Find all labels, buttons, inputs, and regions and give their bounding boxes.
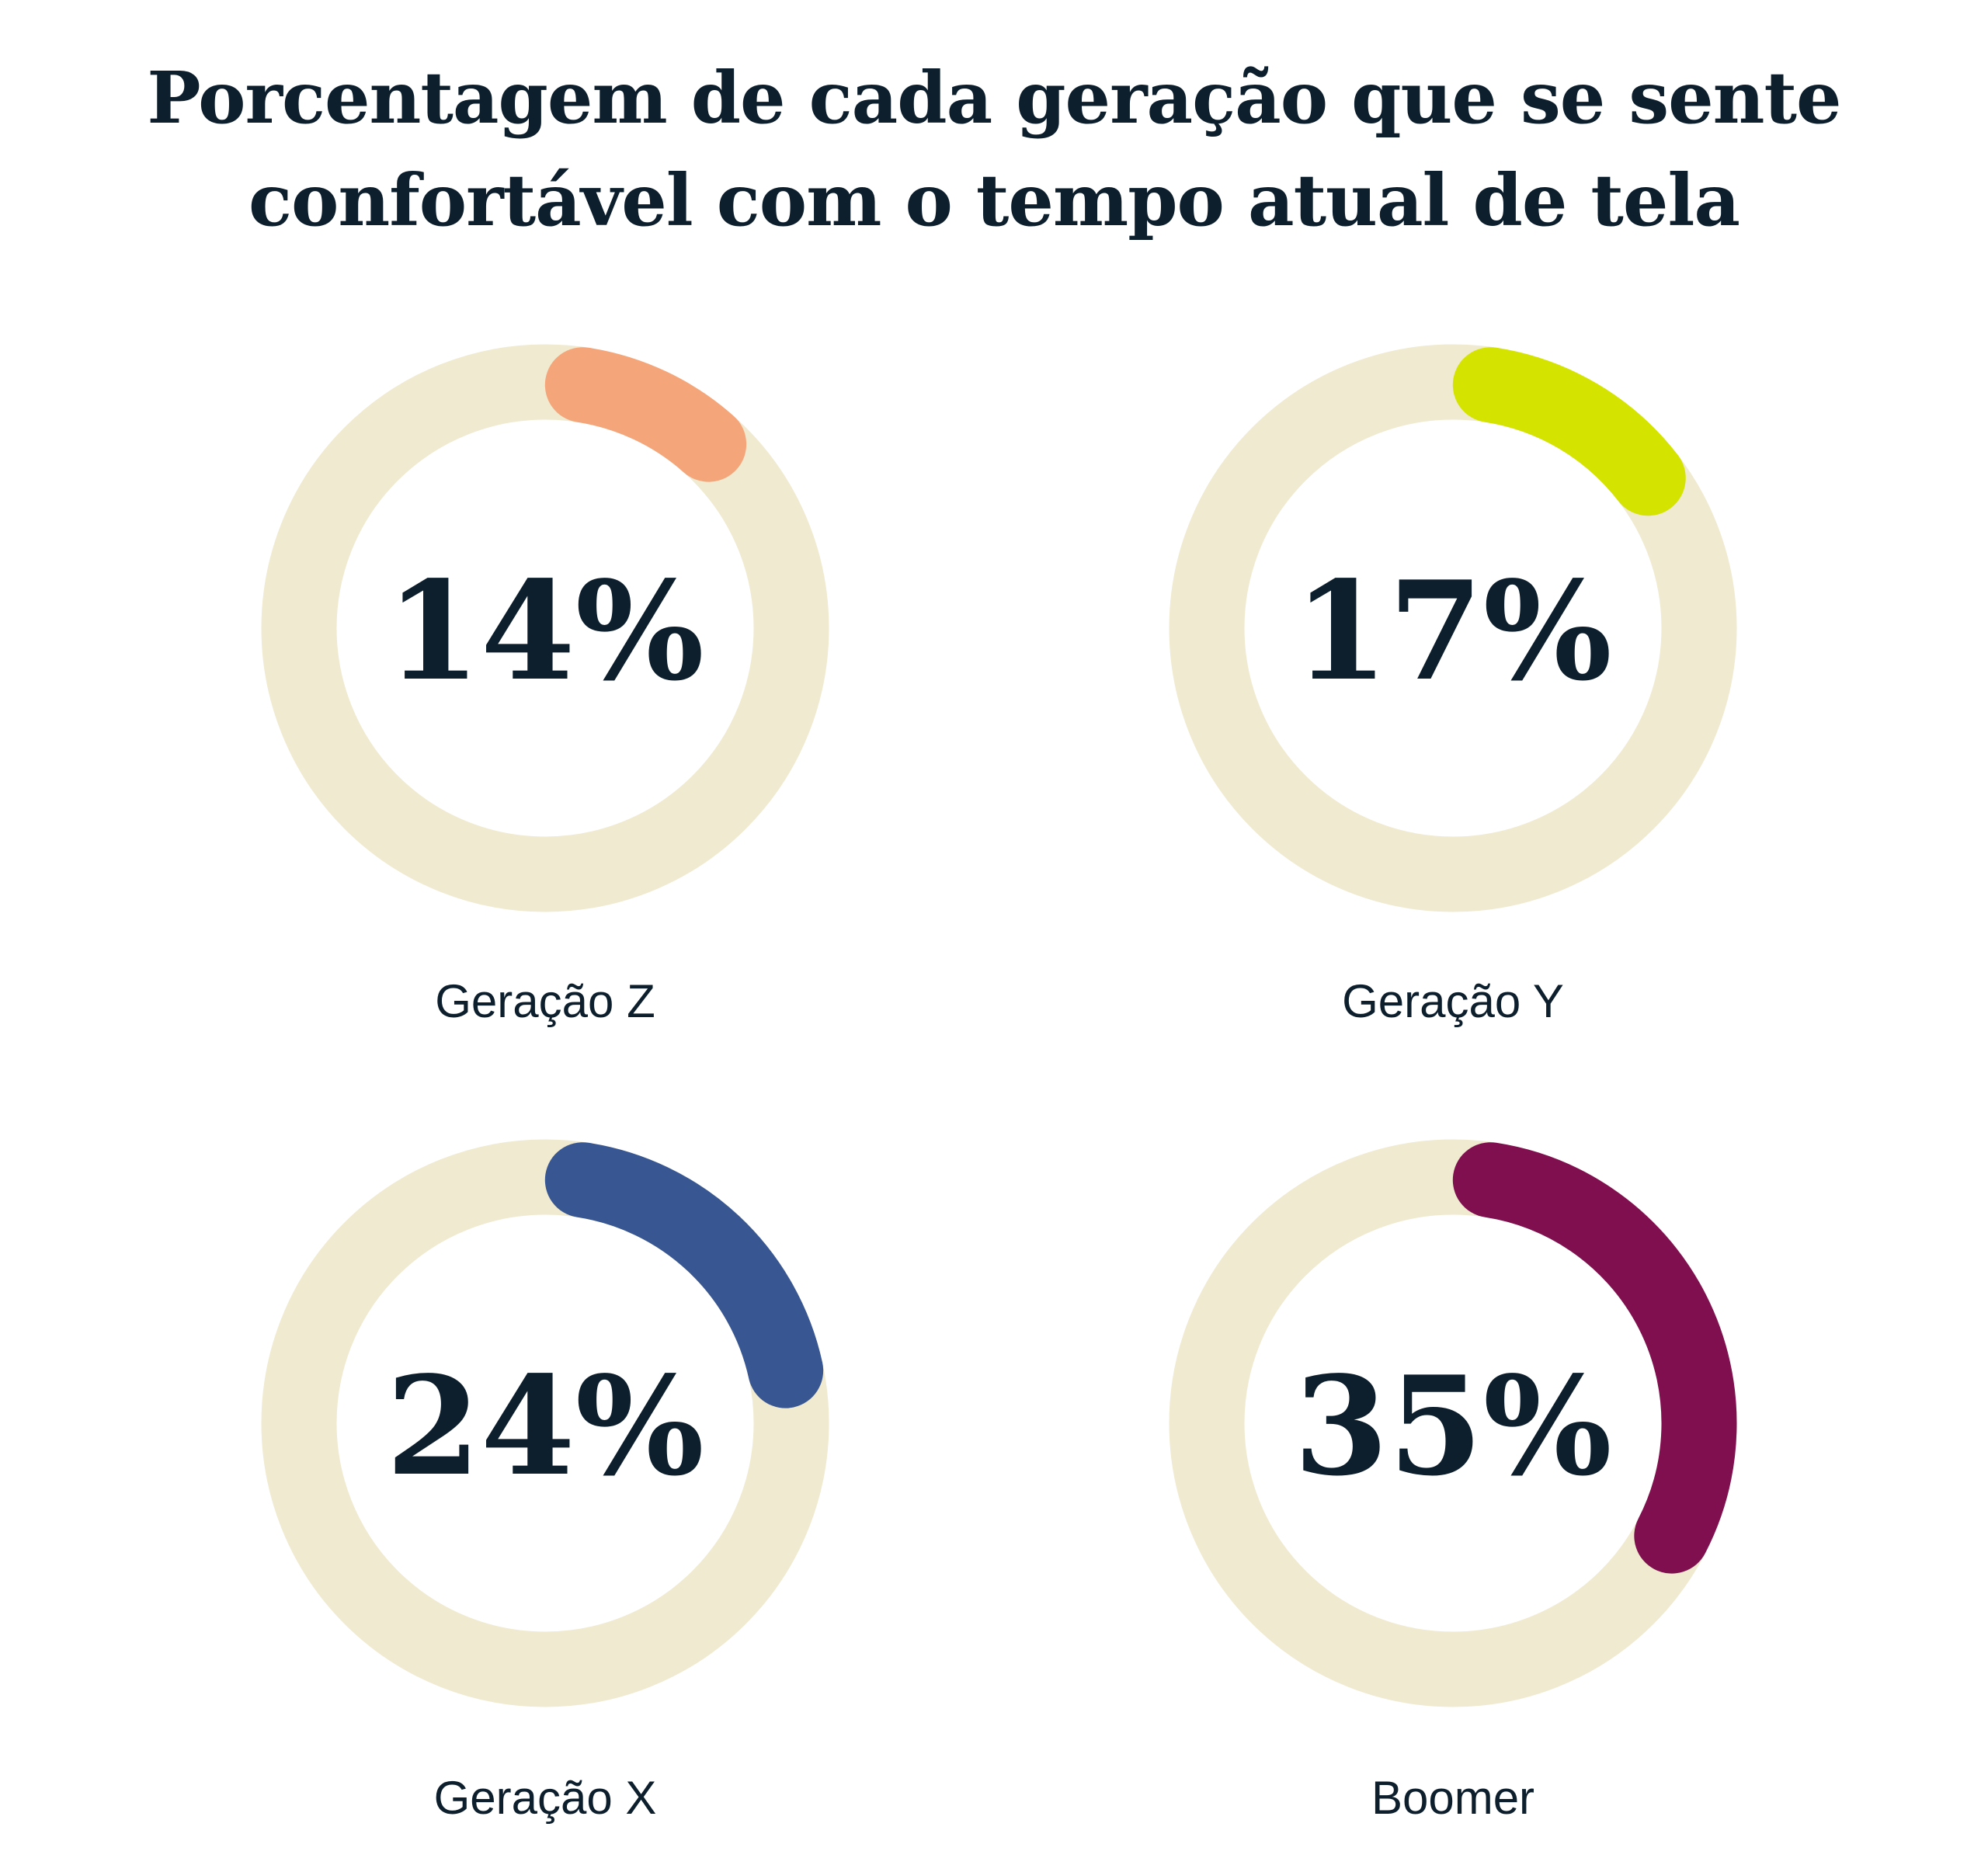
category-label: Geração X [434, 1772, 657, 1824]
donut-value-arc [1452, 1142, 1737, 1574]
donut-gera-o-x: 24% Geração X [261, 1139, 829, 1824]
category-label: Boomer [1371, 1772, 1534, 1824]
value-label: 14% [386, 552, 704, 711]
donut-gera-o-y: 17% Geração Y [1169, 344, 1737, 1027]
donut-boomer: 35% Boomer [1169, 1139, 1737, 1824]
donut-value-arc [544, 1142, 824, 1408]
chart-title: Porcentagem de cada geração que se sente… [0, 47, 1988, 252]
value-label: 35% [1294, 1347, 1612, 1506]
donut-gera-o-z: 14% Geração Z [261, 344, 829, 1027]
donut-value-arc [544, 347, 747, 482]
value-label: 17% [1294, 552, 1612, 711]
category-label: Geração Y [1342, 975, 1564, 1027]
value-label: 24% [386, 1347, 704, 1506]
title-line-2: confortável com o tempo atual de tela [248, 158, 1740, 242]
donut-value-arc [1452, 347, 1686, 516]
title-line-1: Porcentagem de cada geração que se sente [147, 56, 1841, 140]
category-label: Geração Z [435, 975, 655, 1027]
